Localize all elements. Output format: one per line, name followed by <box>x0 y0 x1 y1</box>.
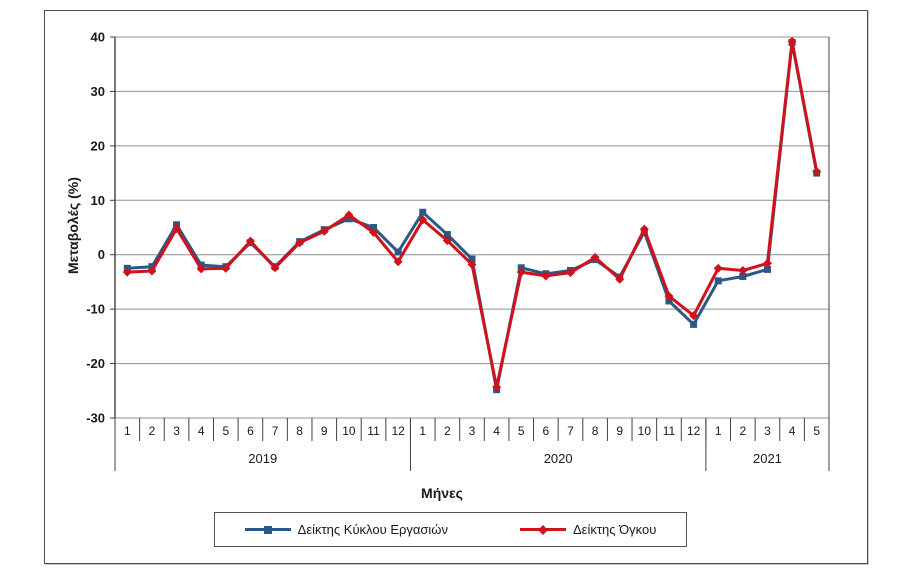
y-tick-label: -10 <box>86 302 105 317</box>
x-month-label: 8 <box>592 424 599 438</box>
x-month-label: 3 <box>764 424 771 438</box>
x-month-label: 4 <box>493 424 500 438</box>
diamond-data-marker <box>393 257 403 267</box>
x-month-label: 9 <box>321 424 328 438</box>
diamond-data-marker <box>369 227 379 237</box>
square-data-marker <box>394 248 402 256</box>
square-data-marker <box>690 320 698 328</box>
x-month-label: 4 <box>789 424 796 438</box>
legend-entry-turnover-index: Δείκτης Κύκλου Εργασιών <box>244 522 448 537</box>
x-month-label: 9 <box>616 424 623 438</box>
chart-legend: Δείκτης Κύκλου Εργασιών Δείκτης Όγκου <box>214 512 687 547</box>
x-month-label: 4 <box>198 424 205 438</box>
x-month-label: 11 <box>367 424 380 438</box>
square-data-marker <box>763 265 771 273</box>
diamond-data-marker <box>245 236 255 246</box>
series-turnover-line <box>125 40 819 392</box>
diamond-data-marker <box>516 267 526 277</box>
square-data-marker <box>468 255 476 263</box>
x-year-label: 2020 <box>544 451 573 466</box>
x-month-label: 7 <box>272 424 279 438</box>
y-tick-label: 40 <box>91 30 105 45</box>
diamond-data-marker <box>418 215 428 225</box>
diamond-data-marker <box>492 382 502 392</box>
diamond-data-marker <box>270 263 280 273</box>
diamond-data-marker <box>565 268 575 278</box>
x-month-label: 12 <box>687 424 701 438</box>
turnover-series-line-icon <box>244 525 291 534</box>
diamond-data-marker <box>122 267 132 277</box>
y-axis-title: Μεταβολές (%) <box>65 177 81 274</box>
x-month-label: 6 <box>247 424 254 438</box>
x-month-label: 8 <box>296 424 303 438</box>
x-year-label: 2021 <box>753 451 782 466</box>
x-month-label: 5 <box>518 424 525 438</box>
diamond-data-marker <box>738 265 748 275</box>
legend-label-volume: Δείκτης Όγκου <box>572 522 657 537</box>
diamond-data-marker <box>615 274 625 284</box>
diamond-data-marker <box>467 260 477 270</box>
x-month-label: 2 <box>739 424 746 438</box>
diamond-data-marker <box>639 224 649 234</box>
volume-series-line-icon <box>519 524 566 535</box>
x-month-label: 7 <box>567 424 574 438</box>
x-month-label: 3 <box>469 424 476 438</box>
square-data-marker <box>370 224 378 231</box>
legend-entry-volume-index: Δείκτης Όγκου <box>519 522 657 537</box>
x-month-label: 1 <box>124 424 131 438</box>
diamond-data-marker <box>344 210 354 220</box>
diamond-data-marker <box>689 311 699 321</box>
x-month-label: 10 <box>342 424 356 438</box>
x-year-label: 2019 <box>248 451 277 466</box>
x-month-label: 10 <box>638 424 652 438</box>
legend-label-turnover: Δείκτης Κύκλου Εργασιών <box>297 522 448 537</box>
x-month-label: 2 <box>444 424 451 438</box>
x-month-label: 5 <box>222 424 229 438</box>
x-month-label: 3 <box>173 424 180 438</box>
x-axis-title: Μήνες <box>421 485 463 501</box>
x-month-label: 1 <box>419 424 426 438</box>
x-month-label: 6 <box>543 424 550 438</box>
diamond-data-marker <box>147 266 157 276</box>
y-tick-label: 20 <box>91 138 105 153</box>
diamond-data-marker <box>196 264 206 274</box>
x-month-label: 11 <box>663 424 676 438</box>
x-month-label: 12 <box>391 424 405 438</box>
diamond-data-marker <box>812 166 822 176</box>
square-marker-icon <box>263 525 272 534</box>
x-month-label: 2 <box>149 424 156 438</box>
series-volume-line <box>125 39 819 389</box>
square-data-marker <box>739 272 747 280</box>
y-tick-label: 0 <box>98 247 105 262</box>
square-data-marker <box>443 231 451 239</box>
y-tick-label: -30 <box>86 411 105 426</box>
diamond-data-marker <box>762 258 772 268</box>
diamond-data-marker <box>319 226 329 236</box>
diamond-marker-icon <box>538 524 548 535</box>
diamond-data-marker <box>541 271 551 281</box>
y-tick-label: 30 <box>91 84 105 99</box>
y-tick-label: 10 <box>91 193 105 208</box>
square-data-marker <box>665 297 673 305</box>
x-month-label: 1 <box>715 424 722 438</box>
chart-figure: 40 30 20 10 0 -10 -20 -30 1 2 3 4 5 6 7 8 9 10 11 12 1 2 3 4 5 6 7… <box>44 10 868 564</box>
square-data-marker <box>714 277 722 285</box>
y-tick-label: -20 <box>86 356 105 371</box>
diamond-data-marker <box>664 291 674 301</box>
square-data-marker <box>419 208 427 216</box>
diamond-data-marker <box>295 238 305 248</box>
diamond-data-marker <box>590 252 600 262</box>
diamond-data-marker <box>442 236 452 246</box>
x-month-label: 5 <box>813 424 820 438</box>
diamond-data-marker <box>713 263 723 273</box>
diamond-data-marker <box>172 224 182 234</box>
diamond-data-marker <box>221 263 231 273</box>
diamond-data-marker <box>787 36 797 46</box>
